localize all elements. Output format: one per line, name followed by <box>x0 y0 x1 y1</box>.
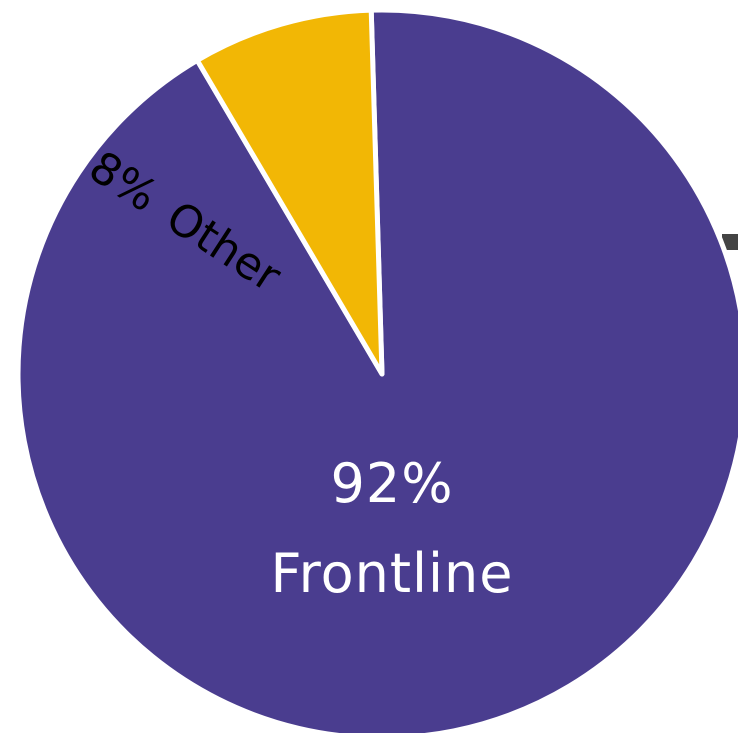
pie-slice-other[interactable] <box>194 7 385 377</box>
slice-label-frontline-value: 92% <box>330 452 453 515</box>
slice-label-frontline-name: Frontline <box>270 542 513 605</box>
edge-bar <box>722 234 738 250</box>
